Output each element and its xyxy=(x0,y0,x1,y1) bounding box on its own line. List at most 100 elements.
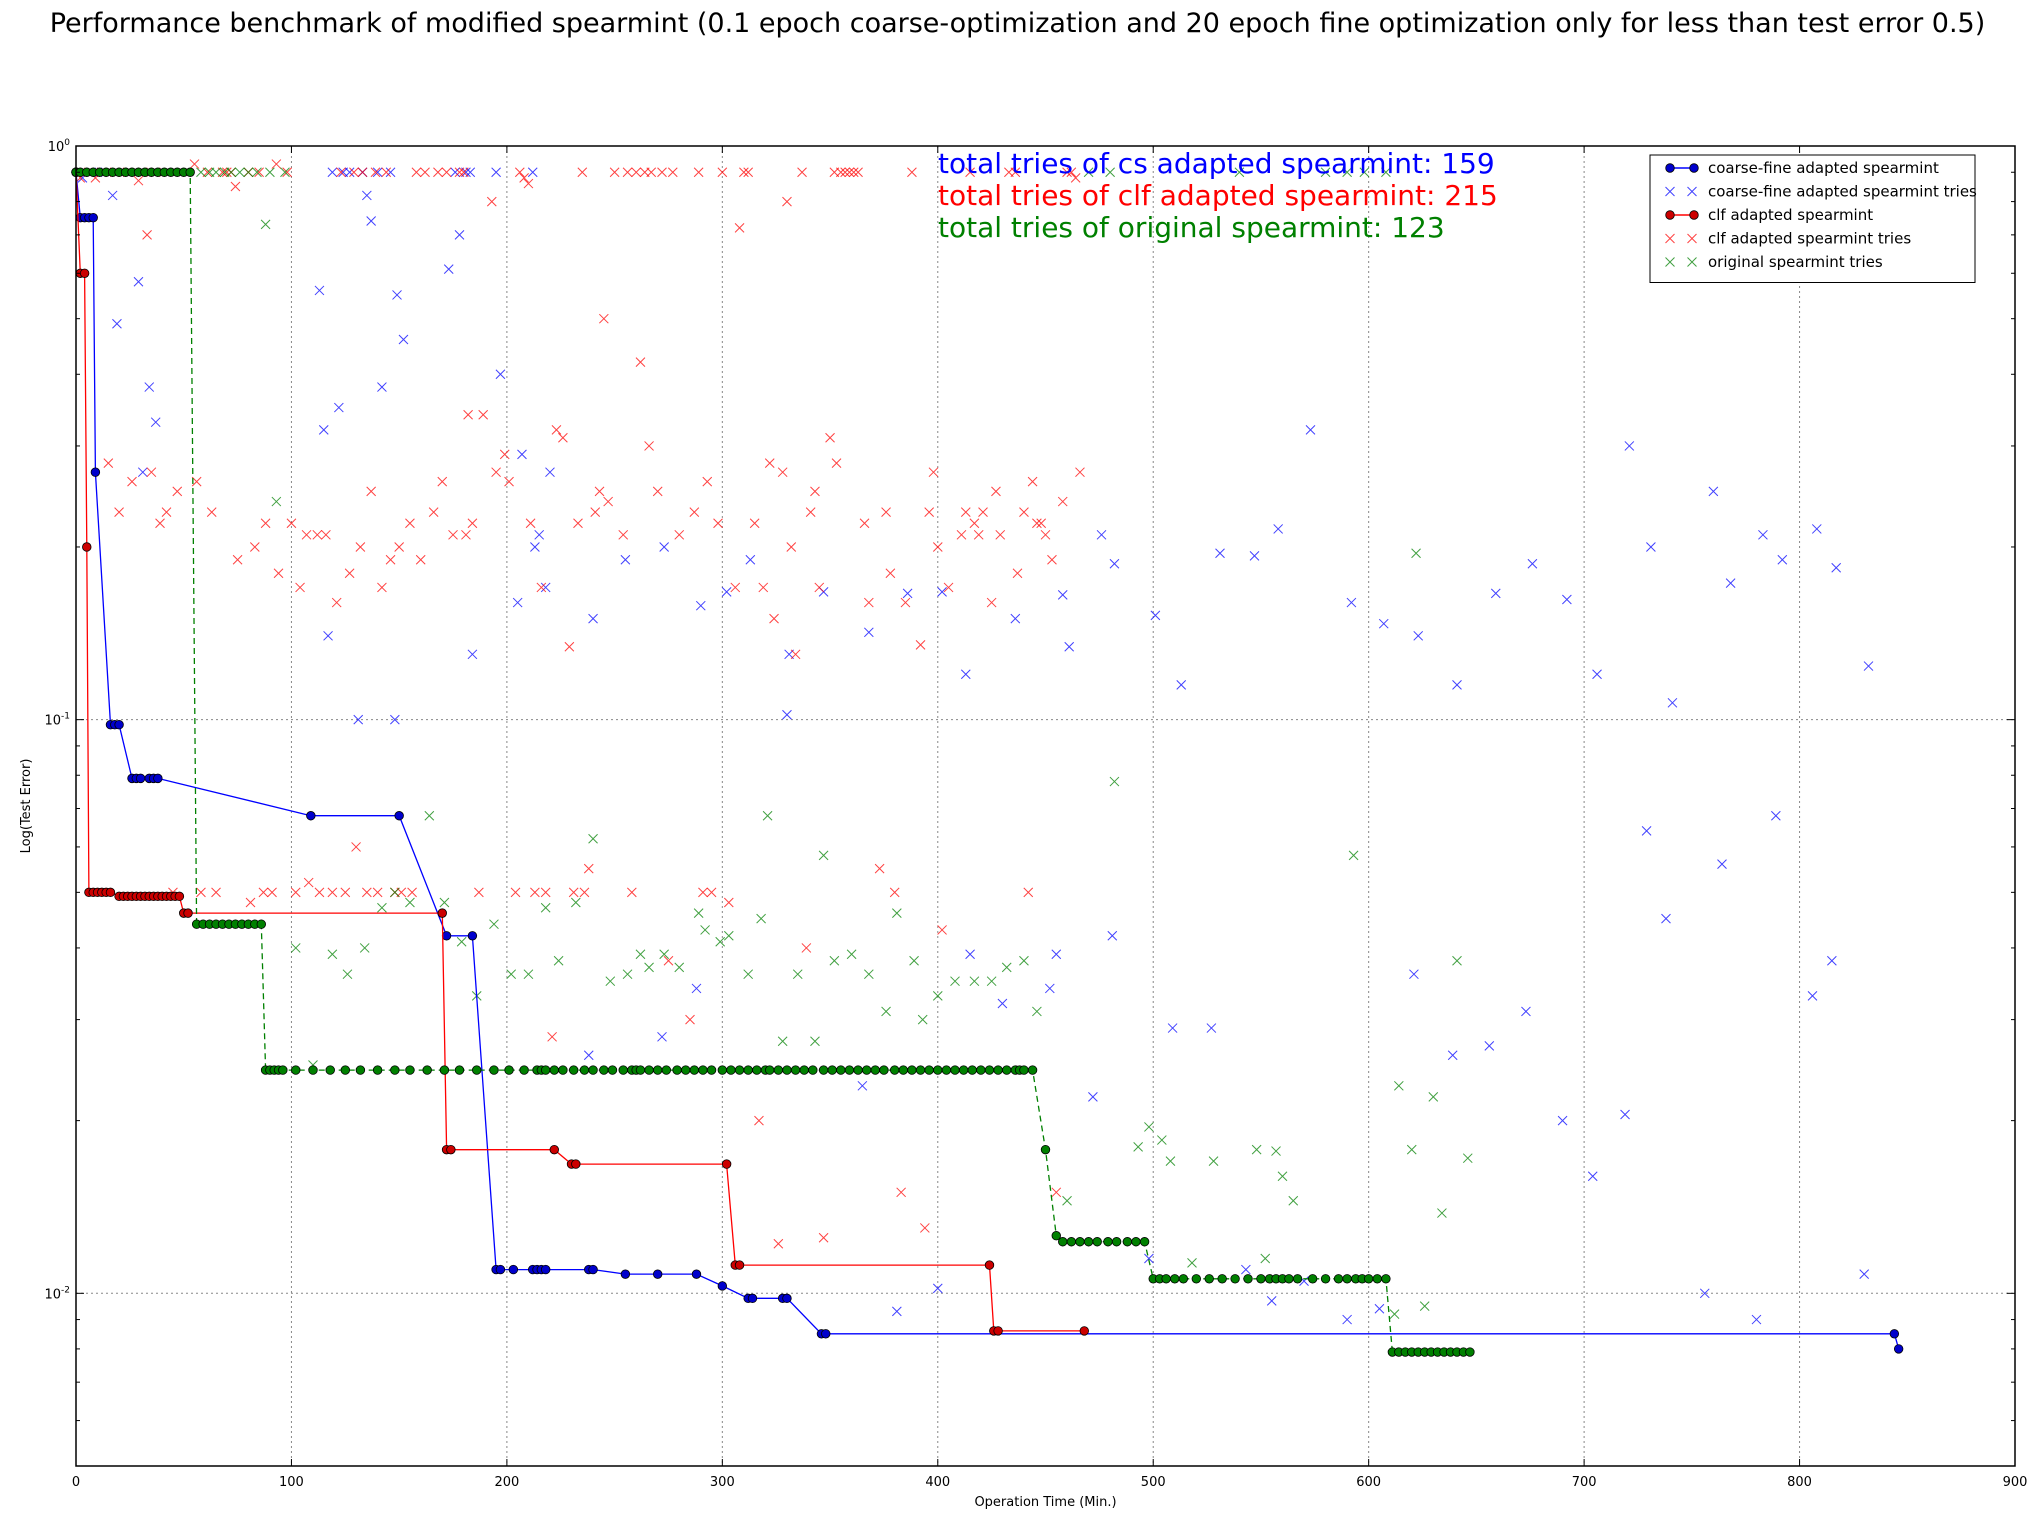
data-point xyxy=(1178,1274,1189,1284)
data-point xyxy=(1277,1171,1288,1182)
series-line-4 xyxy=(71,167,1475,1357)
data-point xyxy=(1708,486,1719,497)
data-point xyxy=(782,196,792,207)
data-point xyxy=(836,1065,846,1075)
data-point xyxy=(818,1065,829,1075)
data-point xyxy=(715,936,726,947)
data-point xyxy=(1109,558,1120,569)
chart-title: Performance benchmark of modified spearm… xyxy=(49,8,1986,39)
data-point xyxy=(958,1065,969,1075)
data-point xyxy=(448,529,458,540)
data-point xyxy=(1036,518,1047,529)
data-point xyxy=(318,425,329,435)
data-point xyxy=(1083,167,1094,178)
data-point xyxy=(917,1014,928,1025)
data-point xyxy=(588,1264,598,1275)
series-tries-5 xyxy=(196,167,1473,1319)
data-point xyxy=(1527,558,1538,569)
data-point xyxy=(456,936,467,947)
data-point xyxy=(941,1065,952,1075)
data-point xyxy=(260,518,271,529)
data-point xyxy=(717,167,728,178)
data-point xyxy=(1284,1274,1294,1284)
legend-marker xyxy=(1689,210,1699,220)
data-point xyxy=(782,1293,792,1304)
data-point xyxy=(818,1232,829,1243)
data-point xyxy=(907,1065,917,1075)
data-point xyxy=(372,1065,383,1075)
annotation-2: total tries of original spearmint: 123 xyxy=(938,211,1445,244)
data-point xyxy=(1241,1264,1251,1275)
data-point xyxy=(443,264,454,275)
data-point xyxy=(377,902,387,913)
legend-marker xyxy=(1687,186,1697,197)
data-point xyxy=(590,507,601,518)
data-point xyxy=(191,476,202,487)
data-point xyxy=(489,1065,499,1075)
data-point xyxy=(439,1065,450,1075)
data-point xyxy=(1230,1274,1240,1284)
data-point xyxy=(932,542,943,552)
legend-marker xyxy=(1665,186,1675,197)
data-point xyxy=(730,582,741,593)
data-point xyxy=(863,969,874,980)
data-point xyxy=(734,1260,745,1270)
data-point xyxy=(1058,1237,1068,1247)
y-tick-label: 10-1 xyxy=(44,712,70,729)
data-point xyxy=(428,507,439,518)
data-point xyxy=(909,955,919,966)
data-point xyxy=(667,167,678,178)
data-point xyxy=(1393,1080,1404,1091)
data-point xyxy=(1062,1195,1072,1206)
data-point xyxy=(1191,1274,1202,1284)
data-point xyxy=(848,167,859,178)
data-point xyxy=(549,1144,559,1155)
data-point xyxy=(280,167,290,178)
data-point xyxy=(969,518,980,529)
data-point xyxy=(1176,679,1187,690)
legend-entry: clf adapted spearmint tries xyxy=(1708,230,1911,248)
x-axis-label: Operation Time (Min.) xyxy=(974,1495,1116,1510)
data-point xyxy=(965,167,975,178)
data-point xyxy=(1165,1156,1176,1166)
data-point xyxy=(661,1065,672,1075)
data-point xyxy=(372,167,383,178)
data-point xyxy=(1010,613,1021,624)
data-point xyxy=(933,1065,943,1075)
data-point xyxy=(891,1306,902,1317)
data-point xyxy=(1447,1050,1458,1061)
data-point xyxy=(1088,1092,1098,1102)
data-point xyxy=(79,268,90,278)
data-point xyxy=(644,1065,654,1075)
data-point xyxy=(422,1065,432,1075)
data-point xyxy=(891,908,902,918)
data-point xyxy=(814,582,825,593)
data-point xyxy=(588,613,598,624)
data-point xyxy=(672,1065,682,1075)
data-point xyxy=(433,167,443,178)
data-point xyxy=(377,582,387,593)
data-point xyxy=(504,1065,514,1075)
series-line-0 xyxy=(71,167,1904,1354)
data-point xyxy=(1092,1237,1102,1247)
data-point xyxy=(1167,1023,1178,1033)
data-point xyxy=(1144,1122,1154,1132)
data-point xyxy=(1389,1309,1400,1319)
data-point xyxy=(1827,955,1837,966)
data-point xyxy=(889,887,900,898)
data-point xyxy=(514,167,525,178)
data-point xyxy=(221,167,232,178)
data-point xyxy=(950,1065,960,1075)
data-point xyxy=(1811,524,1822,534)
data-point xyxy=(415,554,426,565)
data-point xyxy=(273,568,284,579)
data-point xyxy=(112,318,122,329)
data-point xyxy=(786,542,797,552)
data-point xyxy=(879,1065,889,1075)
data-point xyxy=(805,507,816,518)
data-point xyxy=(1378,618,1389,629)
data-point xyxy=(618,1065,628,1075)
data-point xyxy=(829,955,840,966)
data-point xyxy=(331,597,342,608)
data-point xyxy=(723,930,734,941)
